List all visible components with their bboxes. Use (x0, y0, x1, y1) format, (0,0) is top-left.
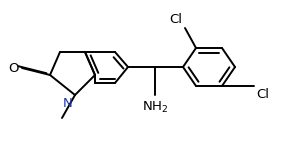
Text: N: N (63, 97, 73, 110)
Text: NH$_2$: NH$_2$ (142, 100, 168, 115)
Text: Cl: Cl (256, 88, 269, 101)
Text: Cl: Cl (169, 13, 182, 26)
Text: O: O (9, 62, 19, 75)
